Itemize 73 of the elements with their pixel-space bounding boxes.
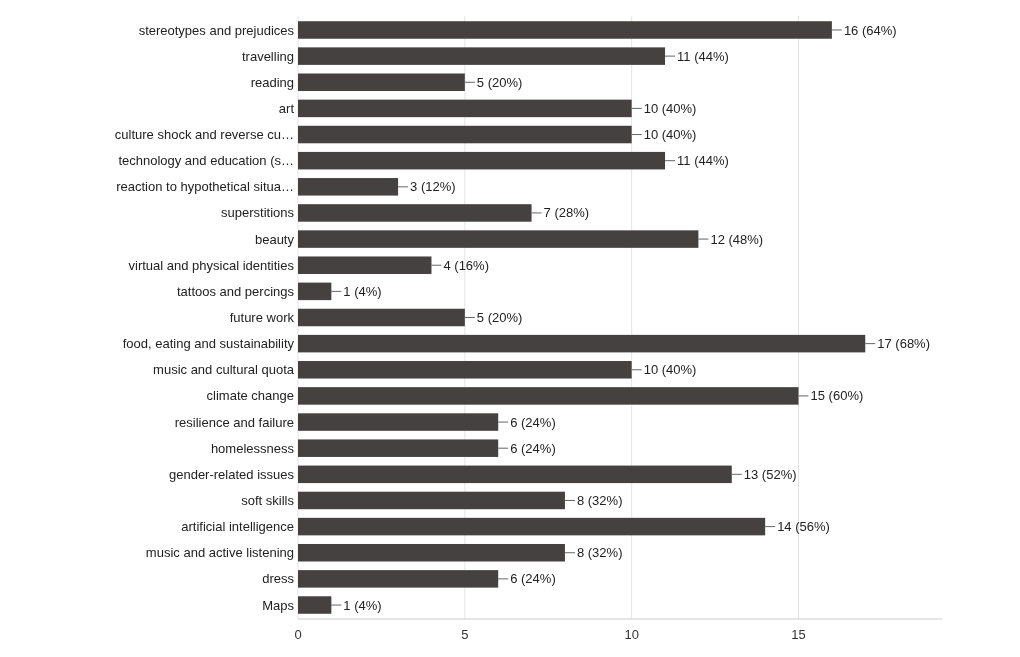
y-tick-label: Maps	[262, 597, 295, 613]
x-tick-label: 10	[624, 627, 639, 642]
data-label: 1 (4%)	[343, 597, 382, 613]
data-label: 15 (60%)	[810, 388, 864, 404]
x-tick-label: 15	[791, 627, 806, 642]
bar	[298, 99, 632, 118]
bar	[298, 334, 866, 353]
data-label: 10 (40%)	[643, 127, 697, 143]
bar	[298, 465, 732, 484]
x-tick-label: 5	[461, 627, 469, 642]
y-tick-label: resilience and failure	[174, 414, 294, 430]
bar	[298, 413, 499, 431]
data-label: 5 (20%)	[476, 74, 523, 90]
bar	[298, 491, 565, 510]
bar	[298, 308, 465, 327]
bar	[298, 151, 666, 170]
data-label: 16 (64%)	[843, 22, 897, 38]
data-label: 11 (44%)	[677, 153, 729, 169]
bar	[298, 73, 465, 92]
y-tick-label: technology and education (s…	[118, 153, 294, 169]
y-tick-label: reaction to hypothetical situa…	[116, 179, 294, 195]
bar	[298, 517, 766, 536]
data-label: 1 (4%)	[343, 283, 382, 299]
y-tick-label: beauty	[254, 231, 295, 247]
y-tick-label: reading	[250, 74, 294, 90]
bar	[298, 204, 532, 222]
data-label: 6 (24%)	[510, 440, 556, 456]
bar	[298, 125, 632, 144]
y-tick-label: virtual and physical identities	[128, 257, 295, 273]
y-tick-label: art	[278, 100, 295, 116]
data-label: 8 (32%)	[576, 545, 623, 561]
bar	[298, 282, 332, 301]
data-label: 7 (28%)	[543, 205, 590, 221]
bar	[298, 543, 565, 562]
data-label: 17 (68%)	[877, 336, 930, 352]
y-tick-label: music and active listening	[145, 545, 294, 561]
y-tick-label: future work	[229, 310, 295, 326]
y-tick-label: culture shock and reverse cu…	[114, 127, 294, 143]
data-label: 6 (24%)	[510, 571, 556, 587]
data-label: 8 (32%)	[576, 493, 623, 509]
y-tick-label: food, eating and sustainability	[122, 336, 295, 352]
x-tick-label: 0	[294, 627, 302, 642]
bar	[298, 387, 799, 405]
y-tick-label: stereotypes and prejudices	[138, 22, 295, 38]
y-tick-label: soft skills	[241, 493, 295, 509]
data-label: 11 (44%)	[677, 48, 729, 64]
y-tick-label: climate change	[206, 388, 294, 404]
data-label: 14 (56%)	[777, 519, 830, 535]
data-label: 3 (12%)	[410, 179, 456, 195]
bar	[298, 256, 432, 274]
y-tick-label: music and cultural quota	[153, 362, 295, 378]
bar	[298, 439, 499, 457]
y-tick-label: travelling	[241, 48, 294, 64]
data-label: 5 (20%)	[476, 310, 523, 326]
y-tick-label: artificial intelligence	[181, 519, 294, 535]
y-tick-label: superstitions	[221, 205, 295, 221]
bar	[298, 570, 499, 588]
bar	[298, 230, 699, 248]
bar	[298, 47, 666, 65]
data-label: 12 (48%)	[710, 231, 764, 247]
y-tick-label: homelessness	[210, 440, 295, 456]
data-label: 10 (40%)	[643, 362, 697, 378]
data-label: 6 (24%)	[510, 414, 556, 430]
bar	[298, 361, 632, 379]
data-label: 4 (16%)	[443, 257, 489, 273]
bar	[298, 178, 399, 196]
bar	[298, 596, 332, 614]
data-label: 13 (52%)	[743, 466, 797, 482]
bar	[298, 21, 832, 39]
data-label: 10 (40%)	[643, 100, 697, 116]
y-tick-label: gender-related issues	[168, 466, 295, 482]
y-tick-label: dress	[262, 571, 295, 587]
y-tick-label: tattoos and percings	[176, 283, 295, 299]
